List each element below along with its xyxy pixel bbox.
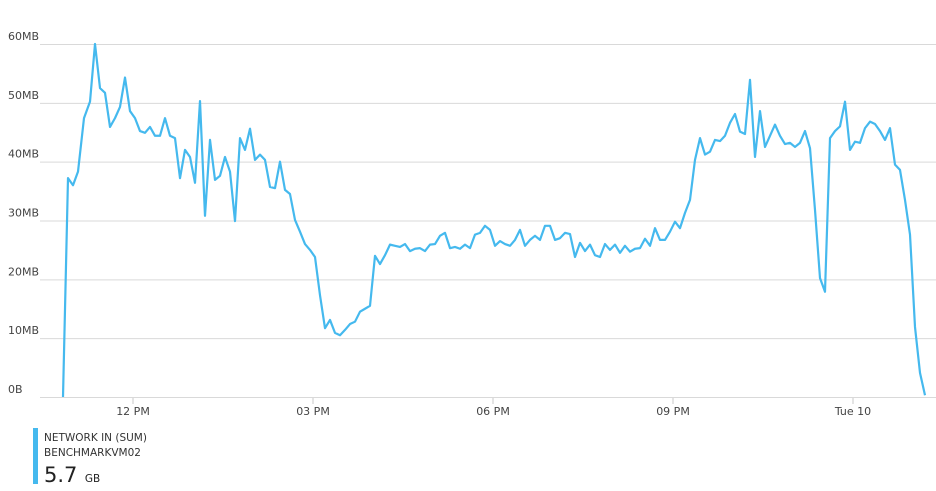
y-tick-label: 20MB [8,265,39,278]
x-tick-label: 03 PM [296,405,330,418]
x-tick-label: 12 PM [116,405,150,418]
total-unit: GB [85,473,100,485]
grid: 0B 10MB 20MB 30MB 40MB 50MB 60MB 12 PM 03 PM 06 P… [8,30,936,418]
y-tick-label: 50MB [8,89,39,102]
y-tick-label: 30MB [8,207,39,220]
plot [61,42,927,398]
x-tick-label: Tue 10 [834,405,871,418]
legend-series-name: NETWORK IN (SUM) [44,432,147,444]
legend-total: 5.7 GB [44,463,100,487]
x-tick-label: 06 PM [476,405,510,418]
data-line [61,42,927,398]
legend-resource: BENCHMARKVM02 [44,447,141,459]
legend: NETWORK IN (SUM) BENCHMARKVM02 5.7 GB [33,428,147,487]
y-tick-label: 40MB [8,148,39,161]
x-tick-label: 09 PM [656,405,690,418]
y-tick-label: 10MB [8,324,39,337]
legend-swatch [33,428,38,484]
total-value: 5.7 [44,463,77,487]
y-tick-label: 60MB [8,30,39,43]
y-tick-label: 0B [8,383,23,396]
